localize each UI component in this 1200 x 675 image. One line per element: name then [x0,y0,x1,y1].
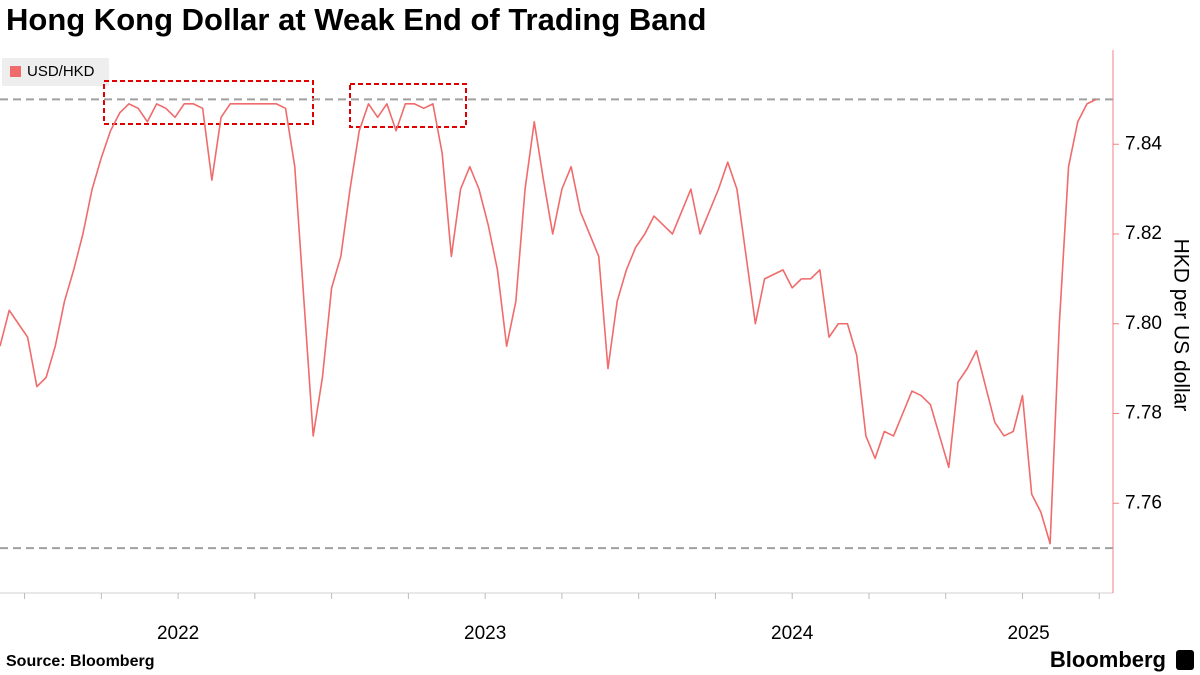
highlight-box [103,80,314,125]
y-tick-label: 7.80 [1125,313,1162,334]
source-note: Source: Bloomberg [6,653,154,670]
x-tick-label: 2023 [464,623,506,644]
brand-logo: Bloomberg [1050,647,1166,672]
y-tick-label: 7.82 [1125,223,1162,244]
brand-icon [1176,650,1194,670]
y-axis-title: HKD per US dollar [1169,239,1192,412]
highlight-box [349,83,467,128]
x-tick-label: 2025 [1007,623,1049,644]
y-tick-label: 7.76 [1125,492,1162,513]
x-tick-label: 2024 [771,623,814,644]
y-tick-label: 7.84 [1125,133,1162,154]
data-line [0,98,1097,545]
legend-swatch [10,66,21,77]
legend-label: USD/HKD [27,63,95,80]
y-tick-label: 7.78 [1125,403,1162,424]
chart-title: Hong Kong Dollar at Weak End of Trading … [6,2,706,37]
x-tick-label: 2022 [157,623,199,644]
